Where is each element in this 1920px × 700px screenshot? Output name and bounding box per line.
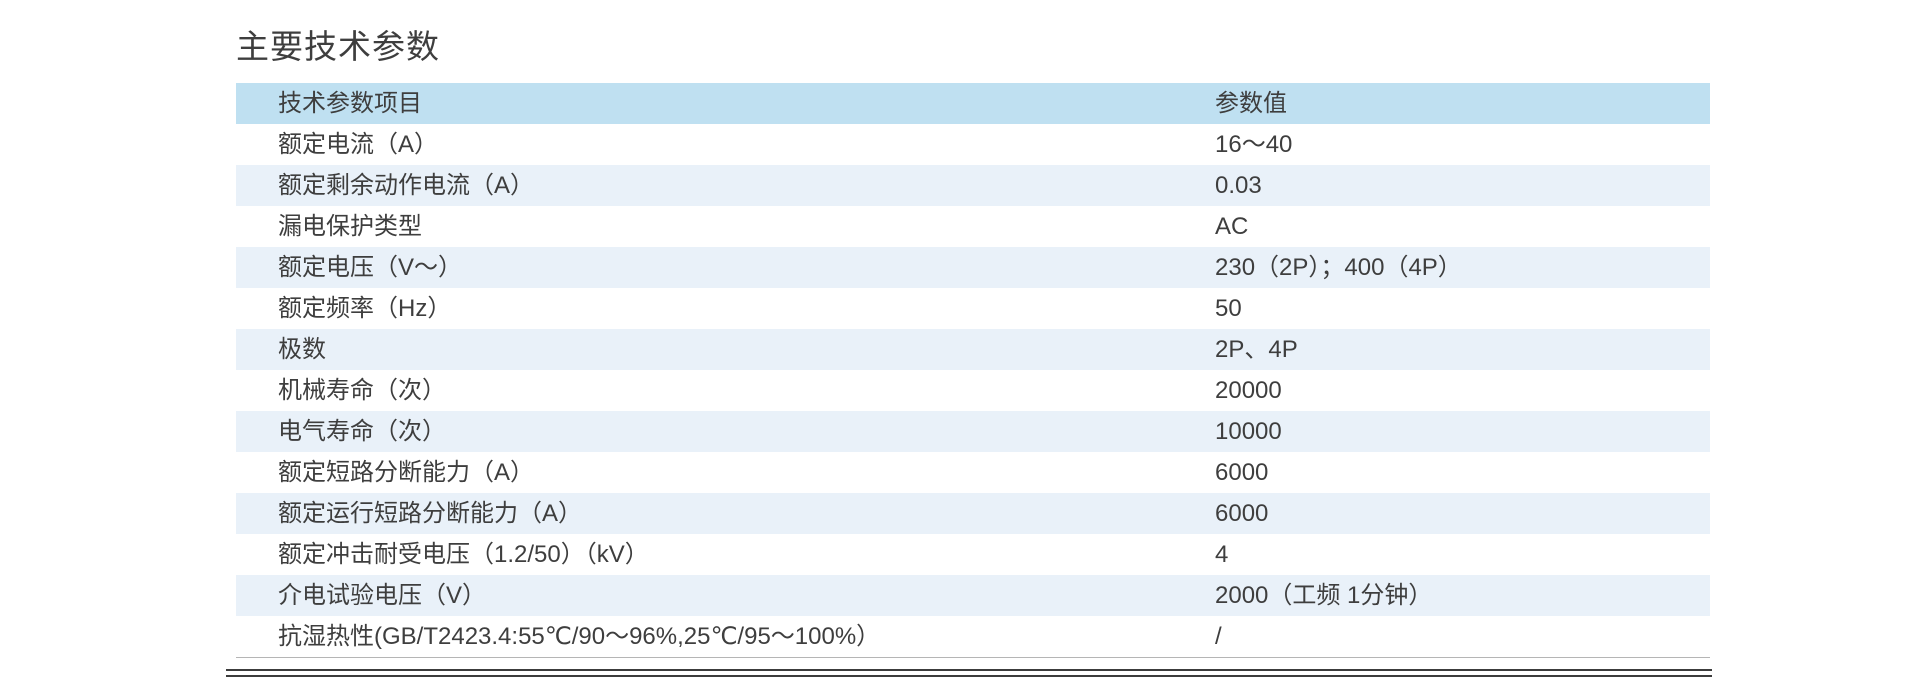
param-value-cell: / [1215, 623, 1222, 650]
table-row: 极数 2P、4P [236, 329, 1710, 370]
param-item-cell: 电气寿命（次） [278, 418, 446, 445]
table-row: 介电试验电压（V） 2000（工频 1分钟） [236, 575, 1710, 616]
param-value-cell: 2000（工频 1分钟） [1215, 582, 1433, 609]
param-value-cell: 20000 [1215, 377, 1282, 404]
param-value-cell: 4 [1215, 541, 1229, 568]
table-row: 额定频率（Hz） 50 [236, 288, 1710, 329]
section-divider [226, 669, 1712, 677]
param-value-cell: AC [1215, 213, 1249, 240]
table-header-row: 技术参数项目 参数值 [236, 83, 1710, 124]
table-row: 额定运行短路分断能力（A） 6000 [236, 493, 1710, 534]
param-item-cell: 抗湿热性(GB/T2423.4:55℃/90～96%,25℃/95～100%） [278, 623, 881, 650]
param-value-cell: 50 [1215, 295, 1242, 322]
table-row: 漏电保护类型 AC [236, 206, 1710, 247]
param-item-cell: 额定运行短路分断能力（A） [278, 500, 583, 527]
param-item-cell: 介电试验电压（V） [278, 582, 487, 609]
param-item-cell: 额定电压（V～） [278, 254, 463, 281]
table-row: 额定剩余动作电流（A） 0.03 [236, 165, 1710, 206]
table-row: 额定冲击耐受电压（1.2/50）（kV） 4 [236, 534, 1710, 575]
table-row: 机械寿命（次） 20000 [236, 370, 1710, 411]
param-value-cell: 230（2P）；400（4P） [1215, 254, 1462, 281]
table-row: 电气寿命（次） 10000 [236, 411, 1710, 452]
table-body: 额定电流（A） 16～40 额定剩余动作电流（A） 0.03 漏电保护类型 AC… [236, 124, 1710, 657]
table-row: 额定电流（A） 16～40 [236, 124, 1710, 165]
param-item-cell: 额定剩余动作电流（A） [278, 172, 535, 199]
param-item-cell: 额定短路分断能力（A） [278, 459, 535, 486]
param-value-cell: 6000 [1215, 459, 1269, 486]
table-row: 抗湿热性(GB/T2423.4:55℃/90～96%,25℃/95～100%） … [236, 616, 1710, 657]
param-item-cell: 额定电流（A） [278, 131, 439, 158]
table-row: 额定电压（V～） 230（2P）；400（4P） [236, 247, 1710, 288]
table-row: 额定短路分断能力（A） 6000 [236, 452, 1710, 493]
param-value-cell: 0.03 [1215, 172, 1262, 199]
header-item-cell: 技术参数项目 [278, 90, 422, 117]
param-value-cell: 6000 [1215, 500, 1269, 527]
spec-table: 技术参数项目 参数值 额定电流（A） 16～40 额定剩余动作电流（A） 0.0… [236, 83, 1710, 658]
page-title: 主要技术参数 [236, 28, 440, 65]
param-item-cell: 漏电保护类型 [278, 213, 422, 240]
param-value-cell: 2P、4P [1215, 336, 1298, 363]
param-item-cell: 机械寿命（次） [278, 377, 446, 404]
param-value-cell: 16～40 [1215, 131, 1293, 158]
param-item-cell: 额定冲击耐受电压（1.2/50）（kV） [278, 541, 649, 568]
header-value-cell: 参数值 [1215, 90, 1287, 117]
param-item-cell: 额定频率（Hz） [278, 295, 452, 322]
param-item-cell: 极数 [278, 336, 326, 363]
param-value-cell: 10000 [1215, 418, 1282, 445]
